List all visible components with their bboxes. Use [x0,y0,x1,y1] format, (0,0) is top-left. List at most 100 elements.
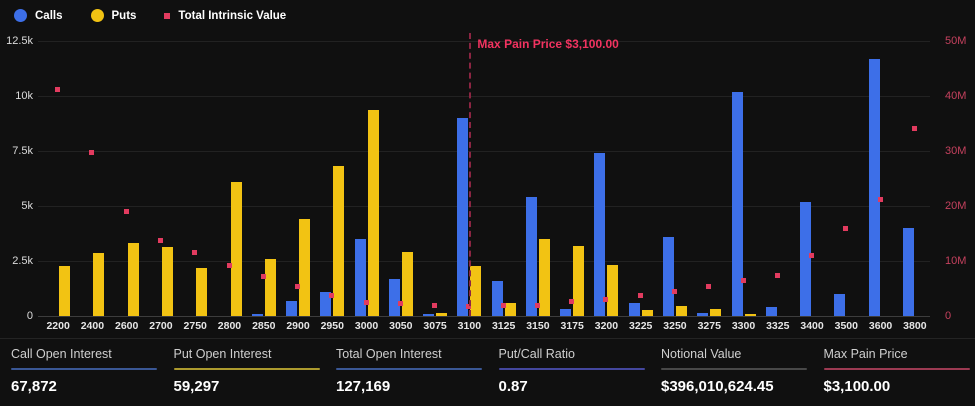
intrinsic-value-point [706,284,711,289]
y-axis-tick-left: 2.5k [0,255,33,267]
intrinsic-value-point [638,293,643,298]
x-axis-line [38,316,930,317]
stat-accent-line [336,368,482,370]
intrinsic-value-point [261,274,266,279]
stat-value: $396,010,624.45 [661,378,803,395]
intrinsic-value-point [775,273,780,278]
stats-bar: Call Open Interest 67,872 Put Open Inter… [0,338,975,406]
stat-call-open-interest: Call Open Interest 67,872 [0,339,163,406]
intrinsic-value-point [295,284,300,289]
intrinsic-value-point [672,289,677,294]
calls-bar [492,281,503,316]
puts-bar [470,266,481,316]
intrinsic-value-point [329,293,334,298]
puts-bar [93,253,104,316]
stat-label: Max Pain Price [824,347,966,361]
intrinsic-value-point [843,226,848,231]
calls-bar [457,118,468,316]
puts-bar [265,259,276,316]
stat-accent-line [661,368,807,370]
stat-value: $3,100.00 [824,378,966,395]
stat-put-call-ratio: Put/Call Ratio 0.87 [488,339,651,406]
calls-bar [869,59,880,316]
calls-bar [663,237,674,316]
intrinsic-value-point [55,87,60,92]
y-axis-tick-right: 30M [945,145,966,157]
y-axis-tick-right: 40M [945,90,966,102]
stat-value: 0.87 [499,378,641,395]
calls-bar [834,294,845,316]
calls-legend-icon [14,9,27,22]
calls-bar [389,279,400,316]
legend-label-calls: Calls [35,10,63,22]
calls-bar [766,307,777,316]
stat-value: 59,297 [174,378,316,395]
legend-item-intrinsic-value[interactable]: Total Intrinsic Value [164,10,286,22]
intrinsic-value-point [912,126,917,131]
stat-total-open-interest: Total Open Interest 127,169 [325,339,488,406]
stat-put-open-interest: Put Open Interest 59,297 [163,339,326,406]
puts-bar [333,166,344,316]
intrinsic-value-point [878,197,883,202]
intrinsic-value-point [501,303,506,308]
intrinsic-value-point [227,263,232,268]
x-axis-tick-label: 3800 [893,320,937,332]
y-axis-tick-left: 10k [0,90,33,102]
puts-bar [162,247,173,316]
puts-bar [299,219,310,316]
intrinsic-value-point [398,301,403,306]
y-axis-tick-right: 50M [945,35,966,47]
intrinsic-value-point [809,253,814,258]
stat-label: Notional Value [661,347,803,361]
max-pain-line [469,33,471,316]
calls-bar [903,228,914,316]
gridline [38,96,930,97]
stat-value: 67,872 [11,378,153,395]
stat-max-pain-price: Max Pain Price $3,100.00 [813,339,975,406]
stat-accent-line [11,368,157,370]
legend-item-calls[interactable]: Calls [14,9,63,22]
intrinsic-value-legend-icon [164,13,170,19]
stat-label: Call Open Interest [11,347,153,361]
y-axis-tick-right: 20M [945,200,966,212]
gridline [38,206,930,207]
stat-accent-line [824,368,970,370]
puts-bar [402,252,413,316]
intrinsic-value-point [192,250,197,255]
puts-bar [196,268,207,316]
max-pain-label: Max Pain Price $3,100.00 [477,37,618,51]
puts-legend-icon [91,9,104,22]
stat-label: Put Open Interest [174,347,316,361]
calls-bar [594,153,605,316]
intrinsic-value-point [432,303,437,308]
intrinsic-value-point [603,297,608,302]
intrinsic-value-point [364,300,369,305]
puts-bar [539,239,550,316]
intrinsic-value-point [89,150,94,155]
stat-accent-line [174,368,320,370]
puts-bar [573,246,584,316]
intrinsic-value-point [569,299,574,304]
y-axis-tick-left: 0 [0,310,33,322]
y-axis-tick-left: 12.5k [0,35,33,47]
calls-bar [526,197,537,316]
puts-bar [505,303,516,316]
stat-notional-value: Notional Value $396,010,624.45 [650,339,813,406]
calls-bar [800,202,811,316]
intrinsic-value-point [741,278,746,283]
y-axis-tick-left: 5k [0,200,33,212]
puts-bar [368,110,379,316]
stat-label: Put/Call Ratio [499,347,641,361]
y-axis-tick-right: 10M [945,255,966,267]
calls-bar [560,309,571,316]
calls-bar [697,313,708,316]
stat-label: Total Open Interest [336,347,478,361]
puts-bar [745,314,756,316]
legend-item-puts[interactable]: Puts [91,9,137,22]
chart-legend: Calls Puts Total Intrinsic Value [14,9,286,22]
legend-label-intrinsic-value: Total Intrinsic Value [178,10,286,22]
puts-bar [607,265,618,316]
calls-bar [286,301,297,316]
puts-bar [231,182,242,316]
